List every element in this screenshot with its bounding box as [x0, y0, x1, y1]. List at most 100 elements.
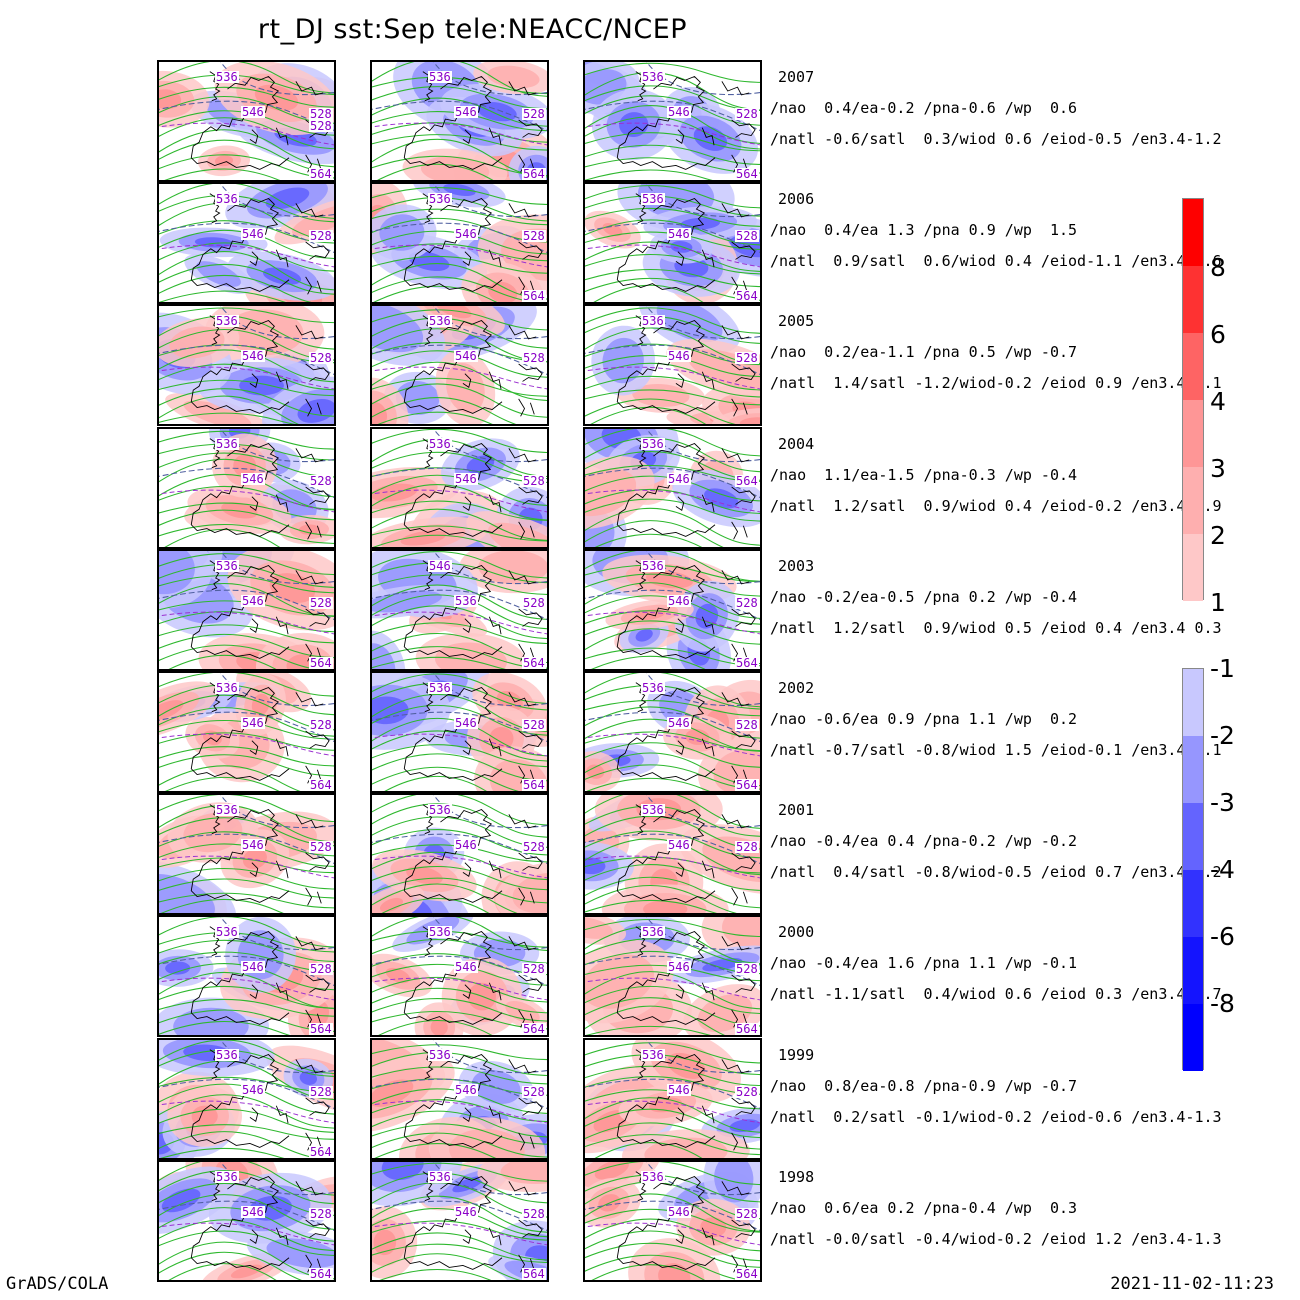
teleconnection-indices: /nao -0.6/ea 0.9 /pna 1.1 /wp 0.2 — [770, 710, 1078, 728]
contour-label: 546 — [667, 349, 691, 363]
contour-label: 536 — [215, 803, 239, 817]
teleconnection-indices: /nao -0.2/ea-0.5 /pna 0.2 /wp -0.4 — [770, 588, 1078, 606]
contour-label: 546 — [454, 227, 478, 241]
contour-label: 536 — [215, 559, 239, 573]
contour-label: 536 — [641, 681, 665, 695]
index-text-2005: 2005/nao 0.2/ea-1.1 /pna 0.5 /wp -0.7/na… — [770, 306, 1222, 399]
map-panel-2001-col2: 536 546 528 — [370, 793, 549, 915]
contour-label: 546 — [454, 1205, 478, 1219]
contour-label: 528 — [522, 1085, 546, 1099]
teleconnection-indices: /nao 0.4/ea-0.2 /pna-0.6 /wp 0.6 — [770, 99, 1078, 117]
sst-indices: /natl -0.6/satl 0.3/wiod 0.6 /eiod-0.5 /… — [770, 130, 1222, 148]
contour-label: 564 — [309, 778, 333, 792]
map-panel-2005-col1: 536 546 528 — [157, 304, 336, 426]
contour-label: 528 — [522, 718, 546, 732]
contour-label: 546 — [454, 960, 478, 974]
index-text-2006: 2006/nao 0.4/ea 1.3 /pna 0.9 /wp 1.5/nat… — [770, 184, 1222, 277]
footer-software: GrADS/COLA — [6, 1274, 109, 1294]
contour-label: 536 — [428, 681, 452, 695]
year-label: 2005 — [778, 312, 815, 330]
teleconnection-indices: /nao 0.2/ea-1.1 /pna 0.5 /wp -0.7 — [770, 343, 1078, 361]
teleconnection-indices: /nao 0.4/ea 1.3 /pna 0.9 /wp 1.5 — [770, 221, 1078, 239]
map-panel-1999-col2: 536 546 528 — [370, 1038, 549, 1160]
contour-label: 546 — [241, 716, 265, 730]
map-panel-2004-col2: 536 546 528 — [370, 427, 549, 549]
map-panel-1998-col3: 536 546 528 564 — [583, 1160, 762, 1282]
map-panel-2007-col3: 536 546 528 564 — [583, 60, 762, 182]
contour-label: 564 — [735, 167, 759, 181]
colorbar-tick-label: -8 — [1210, 989, 1235, 1018]
footer-timestamp: 2021-11-02-11:23 — [1110, 1274, 1274, 1294]
map-panel-2007-col2: 536 546 528 564 — [370, 60, 549, 182]
figure-title: rt_DJ sst:Sep tele:NEACC/NCEP — [257, 14, 688, 45]
contour-label: 528 — [735, 596, 759, 610]
contour-label: 564 — [522, 778, 546, 792]
contour-label: 546 — [667, 105, 691, 119]
map-panel-2003-col1: 536 546 528 564 — [157, 549, 336, 671]
contour-label: 536 — [428, 314, 452, 328]
contour-label: 528 — [522, 1207, 546, 1221]
colorbar-tick-label: -1 — [1210, 654, 1235, 683]
colorbar-swatch — [1183, 199, 1203, 266]
contour-label: 528 — [522, 474, 546, 488]
contour-label: 564 — [735, 656, 759, 670]
map-panel-1999-col3: 536 546 528 — [583, 1038, 762, 1160]
contour-label: 536 — [641, 1170, 665, 1184]
contour-label: 536 — [215, 1048, 239, 1062]
teleconnection-indices: /nao 1.1/ea-1.5 /pna-0.3 /wp -0.4 — [770, 466, 1078, 484]
contour-label: 546 — [667, 838, 691, 852]
index-text-1998: 1998/nao 0.6/ea 0.2 /pna-0.4 /wp 0.3/nat… — [770, 1162, 1222, 1255]
contour-label: 536 — [215, 192, 239, 206]
colorbar-tick-label: -3 — [1210, 788, 1235, 817]
contour-label: 536 — [215, 314, 239, 328]
contour-label: 528 — [309, 229, 333, 243]
teleconnection-indices: /nao 0.8/ea-0.8 /pna-0.9 /wp -0.7 — [770, 1077, 1078, 1095]
map-panel-2004-col3: 536 546 564 — [583, 427, 762, 549]
contour-label: 536 — [641, 925, 665, 939]
contour-label: 564 — [522, 1022, 546, 1036]
contour-label: 564 — [309, 1267, 333, 1281]
contour-label: 536 — [215, 1170, 239, 1184]
contour-label: 564 — [735, 1022, 759, 1036]
colorbar-swatch — [1183, 803, 1203, 870]
contour-label: 528 — [309, 351, 333, 365]
contour-label: 546 — [667, 716, 691, 730]
map-panel-2003-col3: 536 546 528 564 — [583, 549, 762, 671]
contour-label: 536 — [641, 803, 665, 817]
contour-label: 546 — [454, 349, 478, 363]
colorbar-tick-label: 2 — [1210, 521, 1226, 550]
contour-label: 564 — [735, 1267, 759, 1281]
map-panel-2003-col2: 546 536 528 564 — [370, 549, 549, 671]
colorbar-tick-label: 6 — [1210, 320, 1226, 349]
map-panel-2000-col2: 536 546 528 564 — [370, 915, 549, 1037]
map-panel-1999-col1: 536 546 528 564 — [157, 1038, 336, 1160]
sst-indices: /natl 0.9/satl 0.6/wiod 0.4 /eiod-1.1 /e… — [770, 252, 1222, 270]
colorbar-swatch — [1183, 534, 1203, 601]
contour-label: 564 — [522, 167, 546, 181]
map-panel-2002-col3: 536 546 528 564 — [583, 671, 762, 793]
sst-indices: /natl 0.2/satl -0.1/wiod-0.2 /eiod-0.6 /… — [770, 1108, 1222, 1126]
sst-indices: /natl 1.2/satl 0.9/wiod 0.5 /eiod 0.4 /e… — [770, 619, 1222, 637]
contour-label: 528 — [522, 229, 546, 243]
contour-label: 528 — [522, 596, 546, 610]
contour-label: 546 — [241, 1083, 265, 1097]
colorbar-swatch — [1183, 400, 1203, 467]
contour-label: 528 — [522, 840, 546, 854]
contour-label: 546 — [241, 349, 265, 363]
year-label: 2004 — [778, 435, 815, 453]
contour-label: 546 — [454, 1083, 478, 1097]
contour-label: 564 — [309, 167, 333, 181]
map-panel-2001-col3: 536 546 528 — [583, 793, 762, 915]
contour-label: 564 — [309, 1145, 333, 1159]
sst-indices: /natl -0.0/satl -0.4/wiod-0.2 /eiod 1.2 … — [770, 1230, 1222, 1248]
contour-label: 528 — [522, 107, 546, 121]
colorbar-swatch — [1183, 333, 1203, 400]
sst-indices: /natl 1.2/satl 0.9/wiod 0.4 /eiod-0.2 /e… — [770, 497, 1222, 515]
contour-label: 546 — [454, 838, 478, 852]
colorbar-swatch — [1183, 736, 1203, 803]
index-text-2007: 2007/nao 0.4/ea-0.2 /pna-0.6 /wp 0.6/nat… — [770, 62, 1222, 155]
contour-label: 564 — [309, 656, 333, 670]
year-label: 2003 — [778, 557, 815, 575]
map-panel-2002-col2: 536 546 528 564 — [370, 671, 549, 793]
contour-label: 528 — [309, 596, 333, 610]
